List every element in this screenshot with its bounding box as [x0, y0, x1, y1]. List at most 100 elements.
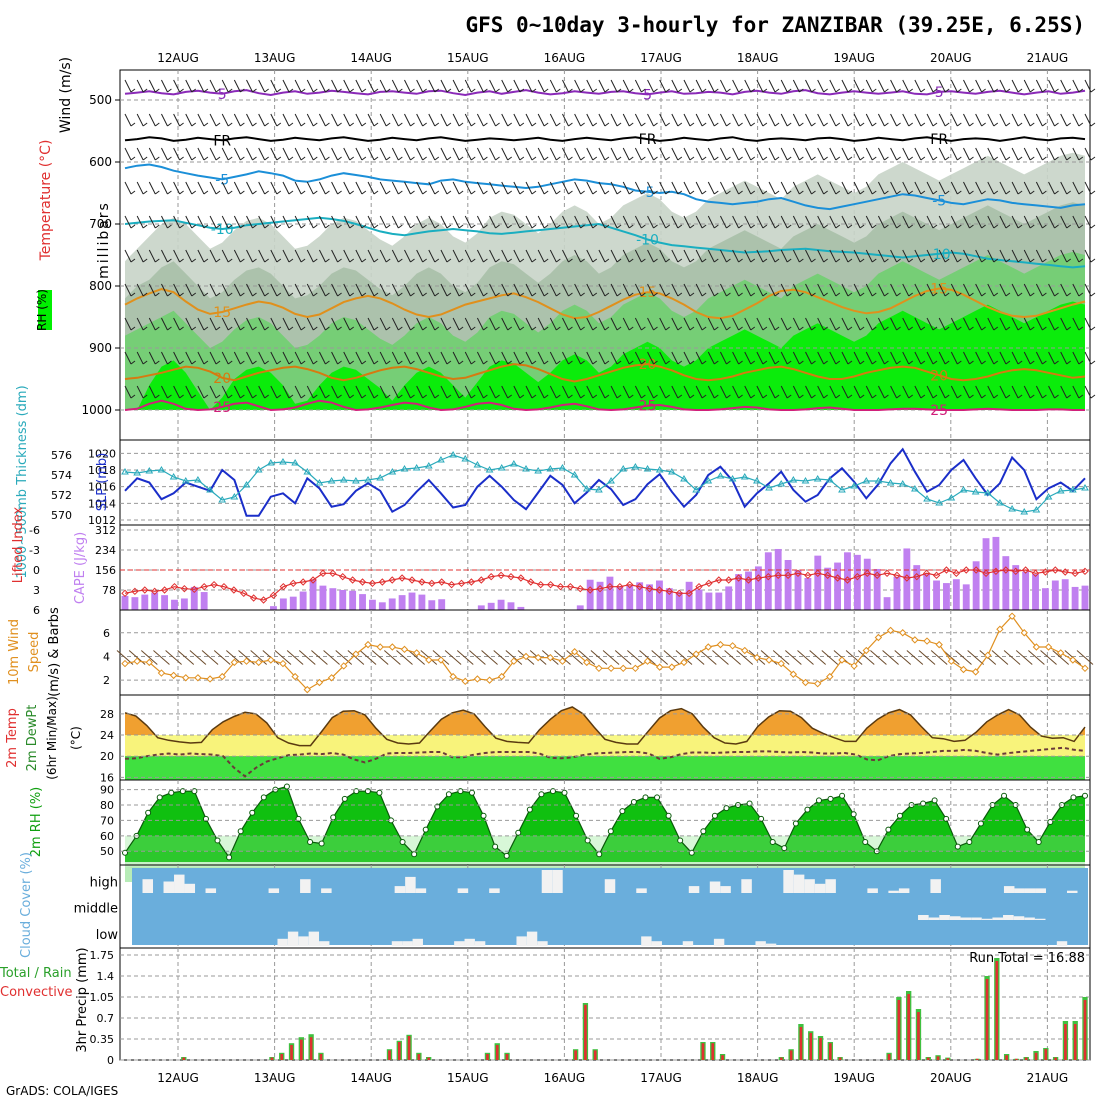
cape-tick-label: 156	[95, 564, 116, 577]
wind-barb-flag	[203, 326, 209, 331]
wind-barb	[233, 113, 241, 127]
wind-barb	[938, 181, 946, 195]
wind-barb-flag	[155, 156, 160, 161]
wind-barb-flag	[786, 326, 792, 331]
wind-barb	[647, 283, 654, 297]
wind-barb-flag	[215, 88, 221, 93]
wind-barb	[161, 113, 168, 127]
wind-barb	[1035, 249, 1043, 263]
wind-barb-flag	[957, 190, 962, 195]
wind-barb-flag	[325, 326, 330, 331]
wind-barb	[829, 385, 837, 399]
wind-barb-flag	[884, 394, 889, 399]
wind-barb	[1084, 147, 1092, 161]
wind-barb-flag	[811, 258, 816, 263]
wind-barb-flag	[507, 122, 513, 127]
thickness-marker	[777, 480, 786, 487]
wind-barb	[975, 385, 983, 399]
wind-barb	[148, 79, 156, 93]
wind-barb-flag	[325, 360, 330, 365]
thickness-marker	[971, 488, 980, 495]
wind-barb	[258, 147, 266, 161]
wind-barb-flag	[871, 292, 877, 297]
dewpoint-line	[124, 746, 1086, 778]
wind-barb	[853, 147, 861, 161]
cape-bar	[804, 577, 812, 610]
wind-barb	[489, 181, 497, 195]
wind-barb-flag	[215, 122, 221, 127]
wind-speed-marker	[327, 674, 336, 682]
wind-barb-flag	[495, 258, 500, 263]
wind-barb	[1048, 351, 1055, 365]
wind-barb	[634, 113, 642, 127]
wind-barb-flag	[373, 326, 379, 331]
wind-barb	[598, 283, 606, 297]
wind-barb-flag	[774, 122, 780, 127]
wind-barb-flag	[762, 258, 768, 263]
wind-barb	[513, 147, 521, 161]
wind-barb	[1060, 79, 1068, 93]
wind-barb	[792, 351, 800, 365]
wind-barb-10m	[554, 650, 571, 665]
wind-barb-flag	[288, 360, 294, 365]
thickness-marker	[1032, 506, 1041, 513]
cape-bar	[923, 574, 931, 610]
wind-barb	[331, 181, 339, 195]
wind-barb	[525, 181, 533, 195]
wind-barb-flag	[908, 360, 914, 365]
wind-barb	[853, 181, 861, 195]
wind-barb	[902, 215, 910, 229]
wind-barb-flag	[1029, 224, 1035, 229]
thickness-marker	[133, 469, 142, 476]
y-axis-label-temp: Temperature (°C)	[38, 140, 54, 262]
slp-line	[124, 447, 1086, 517]
wind-barb	[282, 283, 290, 297]
li-marker	[883, 569, 891, 578]
wind-barb-flag	[361, 190, 367, 195]
wind-barb-flag	[543, 394, 549, 399]
wind-barb	[318, 113, 326, 127]
wind-speed-marker	[850, 662, 858, 670]
wind-barb	[476, 181, 484, 195]
wind-barb-10m	[323, 650, 340, 665]
wind-barb	[452, 351, 460, 365]
wind-barb-10m	[918, 650, 936, 665]
precip-tick-label: 1.75	[90, 949, 115, 962]
wind-barb-flag	[155, 394, 160, 399]
wind-speed-marker	[449, 672, 457, 681]
wind-speed-marker	[291, 672, 299, 681]
wind-barb	[865, 113, 873, 127]
li-marker	[289, 579, 297, 588]
cape-bar	[408, 592, 416, 610]
wind-barb-10m	[797, 650, 814, 665]
wind-barb-flag	[1078, 88, 1084, 93]
wind-barb-flag	[677, 224, 683, 229]
wind-barb-flag	[1017, 122, 1023, 127]
x-tick-label-top: 21AUG	[1027, 51, 1069, 65]
wind-barb	[258, 79, 266, 93]
temp-axis-label-d: (°C)	[69, 726, 83, 750]
wind-barb-flag	[531, 326, 537, 331]
wind-barb-flag	[179, 326, 184, 331]
wind-speed-marker	[813, 680, 822, 688]
wind-barb	[817, 317, 825, 331]
wind-barb-flag	[1078, 360, 1084, 365]
wind-barb-flag	[665, 88, 670, 93]
x-tick-label-bottom: 12AUG	[157, 1071, 199, 1085]
rh2m-marker	[954, 843, 961, 850]
wind-barb	[294, 317, 302, 331]
rh2m-marker	[1070, 794, 1077, 801]
wind-barb-flag	[713, 326, 719, 331]
wind-barb	[963, 317, 970, 331]
li-marker	[833, 574, 842, 582]
wind-barb	[270, 351, 278, 365]
wind-barb	[476, 215, 484, 229]
wind-barb-flag	[653, 258, 658, 263]
wind-barb	[233, 249, 241, 263]
wind-barb	[246, 249, 253, 263]
wind-barb-flag	[884, 258, 889, 263]
wind-barbs-upper	[124, 79, 1096, 399]
wind-barb-flag	[811, 394, 816, 399]
wind-barb	[719, 147, 727, 161]
wind-barb-10m	[651, 650, 669, 665]
